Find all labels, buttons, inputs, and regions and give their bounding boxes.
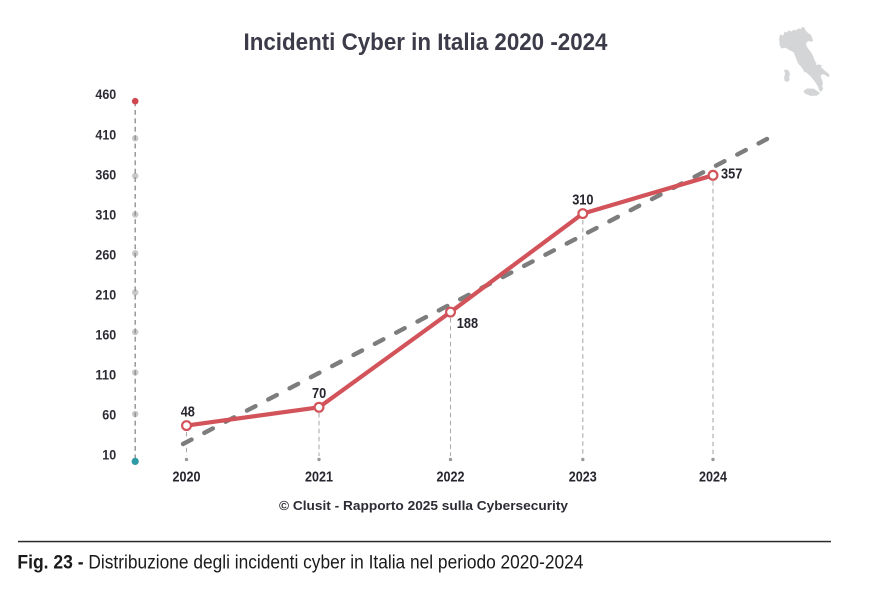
svg-text:110: 110 [95, 368, 116, 383]
svg-text:210: 210 [95, 287, 116, 302]
svg-text:310: 310 [572, 193, 593, 209]
svg-text:310: 310 [95, 207, 116, 222]
svg-text:Incidenti Cyber in Italia 2020: Incidenti Cyber in Italia 2020 -2024 [244, 29, 609, 56]
svg-text:© Clusit - Rapporto 2025 sulla: © Clusit - Rapporto 2025 sulla Cybersecu… [279, 499, 568, 513]
svg-text:188: 188 [457, 316, 478, 332]
svg-text:357: 357 [721, 166, 742, 182]
svg-text:2021: 2021 [305, 469, 333, 485]
svg-text:60: 60 [102, 408, 116, 423]
svg-text:70: 70 [312, 386, 326, 402]
svg-text:460: 460 [95, 87, 116, 102]
svg-text:48: 48 [181, 405, 195, 421]
svg-text:2023: 2023 [569, 469, 597, 485]
svg-text:360: 360 [95, 167, 116, 182]
svg-text:410: 410 [95, 127, 116, 142]
svg-text:Fig. 23 - Distribuzione degli: Fig. 23 - Distribuzione degli incidenti … [17, 553, 583, 574]
svg-text:2022: 2022 [437, 469, 465, 485]
svg-text:2020: 2020 [173, 469, 201, 485]
svg-text:260: 260 [95, 247, 116, 262]
svg-text:10: 10 [102, 448, 116, 463]
svg-text:2024: 2024 [699, 469, 727, 485]
svg-text:160: 160 [95, 327, 116, 342]
